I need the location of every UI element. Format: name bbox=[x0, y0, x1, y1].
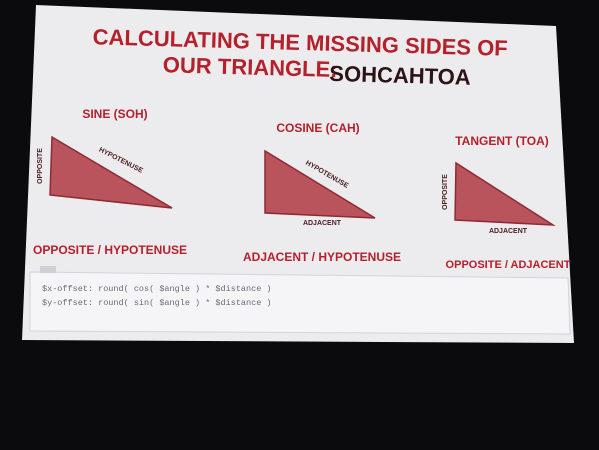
side-label: ADJACENT bbox=[489, 228, 528, 235]
title-accent: SOHCAHTOA bbox=[329, 61, 471, 90]
side-label: ADJACENT bbox=[303, 220, 342, 227]
title-line: OUR TRIANGLE: bbox=[163, 52, 338, 82]
code-line: $x-offset: round( cos( $angle ) * $dista… bbox=[42, 284, 272, 294]
side-label: OPPOSITE bbox=[37, 148, 44, 184]
triangle bbox=[49, 135, 173, 209]
panel-heading: TANGENT (TOA) bbox=[455, 134, 549, 148]
triangle bbox=[264, 149, 376, 219]
triangle bbox=[454, 161, 556, 226]
code-tab bbox=[40, 266, 56, 273]
panel-heading: SINE (SOH) bbox=[82, 107, 147, 121]
side-label: OPPOSITE bbox=[442, 174, 449, 210]
panel-heading: COSINE (CAH) bbox=[276, 121, 359, 135]
code-box bbox=[29, 271, 571, 335]
formula: OPPOSITE / HYPOTENUSE bbox=[33, 243, 187, 257]
code-line: $y-offset: round( sin( $angle ) * $dista… bbox=[42, 298, 272, 308]
formula: ADJACENT / HYPOTENUSE bbox=[243, 250, 401, 264]
formula: OPPOSITE / ADJACENT bbox=[446, 259, 571, 271]
